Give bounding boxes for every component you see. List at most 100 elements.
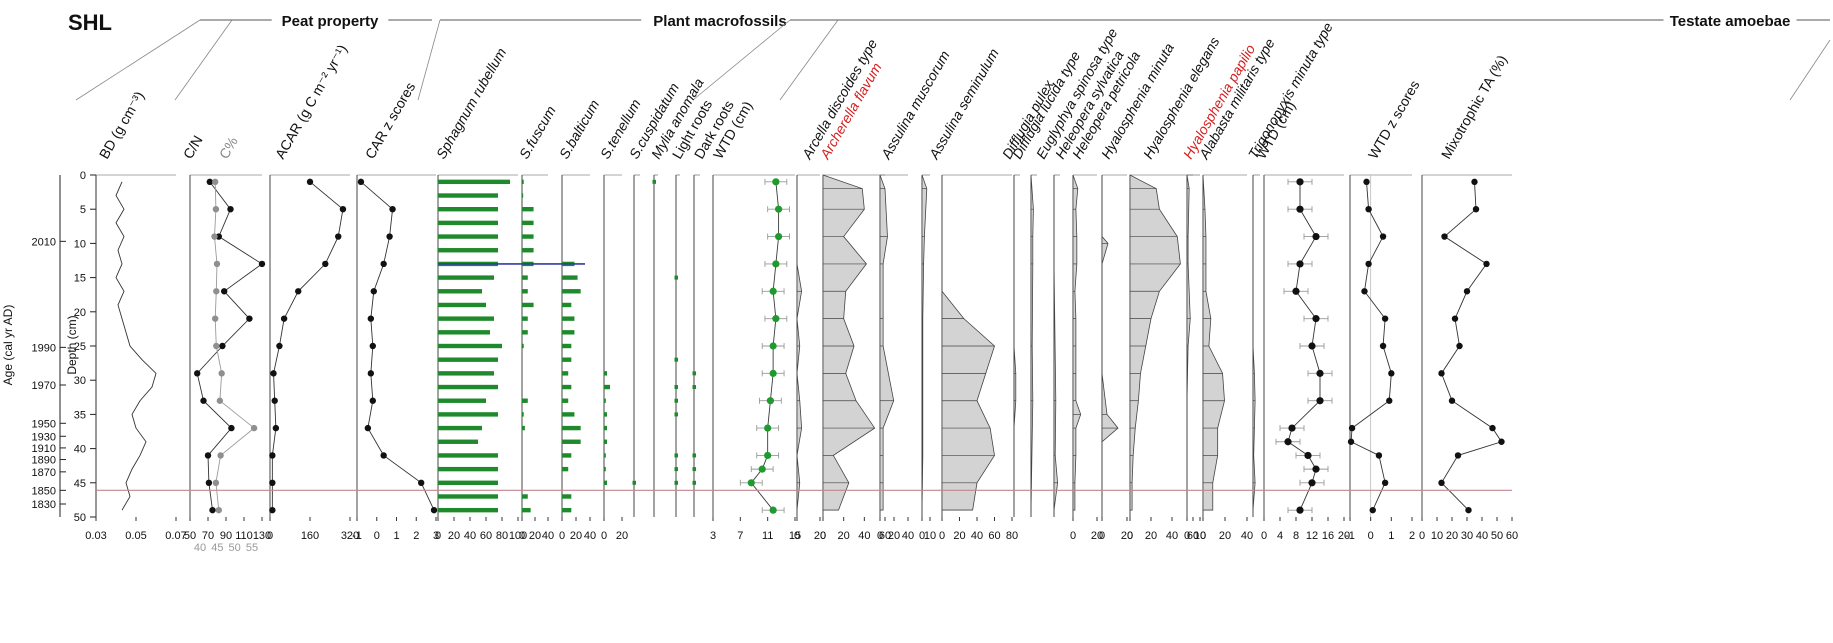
presence-mark — [674, 453, 678, 458]
header-guide-line — [174, 19, 233, 101]
panel-tick-label: 40 — [1166, 530, 1178, 542]
data-point-cpct — [218, 370, 225, 377]
area-fill — [1030, 174, 1034, 511]
panel-tick-label: 0 — [374, 530, 380, 542]
data-point — [1379, 233, 1387, 240]
data-point — [775, 232, 783, 241]
data-point — [772, 315, 780, 323]
data-point — [1454, 452, 1462, 459]
bar — [522, 316, 528, 321]
bar — [438, 507, 498, 513]
panel-tick-label: -1 — [1345, 530, 1355, 542]
data-point — [1312, 315, 1320, 323]
data-point — [295, 288, 302, 295]
data-point-cn — [194, 370, 201, 377]
bar — [562, 357, 572, 362]
bar — [522, 302, 534, 308]
data-point — [1296, 178, 1304, 186]
data-point — [1312, 465, 1320, 473]
data-point — [1365, 206, 1372, 213]
bar — [438, 207, 498, 212]
bar — [562, 330, 575, 335]
bar — [522, 179, 524, 185]
panel-tick-label-secondary: 40 — [194, 542, 206, 554]
group-bracket-diagonal — [417, 19, 441, 101]
data-point — [1347, 438, 1355, 445]
panel-label: BD (g cm⁻³) — [96, 88, 147, 161]
panel-tick-label: 80 — [496, 530, 508, 542]
data-point-cn — [206, 178, 213, 186]
panel-label: ACAR (g C m⁻² yr⁻¹) — [272, 42, 350, 162]
panel-tick-label: 0.03 — [85, 530, 106, 542]
bar — [604, 480, 607, 485]
depth-tick-label: 35 — [74, 409, 86, 421]
presence-mark — [692, 467, 696, 472]
data-point-cn — [209, 506, 216, 514]
age-axis-title: Age (cal yr AD) — [1, 305, 15, 386]
data-point — [772, 260, 780, 268]
panel-cn: C/N C% 50 70 90 110 130 40 45 50 55 — [180, 133, 271, 554]
area-fill — [941, 175, 995, 511]
area-fill — [822, 174, 876, 511]
panel-tick-label: 20 — [838, 530, 850, 542]
bar — [604, 466, 606, 472]
series-line — [1440, 181, 1503, 511]
presence-mark — [692, 385, 696, 390]
panel-label: Sphagnum rubellum — [433, 45, 510, 162]
panel-tick-label: 20 — [1219, 530, 1231, 542]
bar — [522, 275, 528, 280]
panel-tick-label: 20 — [814, 530, 826, 542]
depth-tick-label: 15 — [74, 273, 86, 285]
header-guide-line — [779, 19, 839, 101]
age-tick-label: 1930 — [32, 431, 56, 443]
bar — [438, 371, 494, 376]
age-tick-label: 2010 — [32, 236, 56, 248]
panel-wtdz: WTD z scores -1 0 1 2 — [1345, 77, 1422, 542]
panel-tick-label: 3 — [710, 530, 716, 542]
data-point-cpct — [217, 452, 224, 459]
data-point-cpct — [213, 288, 220, 295]
bar — [604, 412, 607, 417]
data-point — [1438, 370, 1445, 377]
panel-label: Mixotrophic TA (%) — [1438, 52, 1510, 161]
presence-mark — [692, 453, 696, 458]
data-point — [1483, 260, 1490, 268]
bar — [438, 302, 486, 308]
data-point-cpct — [212, 315, 219, 322]
depth-tick-label: 5 — [80, 204, 86, 216]
panel-tick-label: 0 — [820, 530, 826, 542]
panel-tick-label: 70 — [202, 530, 214, 542]
age-tick-label: 1830 — [32, 499, 56, 511]
area-fill — [1072, 174, 1082, 511]
panel-tick-label: 60 — [480, 530, 492, 542]
bar — [562, 343, 572, 349]
reference-lines — [96, 263, 1512, 491]
data-point-cn — [200, 397, 207, 404]
panel-tick-label: 20 — [448, 530, 460, 542]
data-point — [1498, 438, 1505, 445]
panel-tick-label: 0 — [1070, 530, 1076, 542]
presence-mark — [674, 467, 678, 472]
bar — [438, 193, 498, 198]
panel-tick-label: 20 — [1338, 530, 1350, 542]
data-point — [1361, 288, 1368, 295]
group-label-bg — [271, 12, 389, 30]
bar — [438, 425, 482, 431]
series-line-cn — [196, 181, 263, 511]
age-tick-label: 1990 — [32, 342, 56, 354]
data-point — [1441, 233, 1448, 240]
panel-tick-label: 0 — [1368, 530, 1374, 542]
data-point — [1438, 479, 1445, 486]
data-point — [1471, 178, 1478, 186]
panel-tick-label: 10 — [924, 530, 936, 542]
presence-mark — [674, 357, 678, 362]
bar — [522, 507, 531, 513]
data-point — [1316, 369, 1324, 377]
data-point — [764, 424, 772, 432]
data-point — [272, 424, 280, 432]
panel-tick-label: 0 — [1261, 530, 1267, 542]
panel-tick-label: 90 — [220, 530, 232, 542]
panel-tick-label: 0 — [435, 530, 441, 542]
age-tick-label: 1870 — [32, 467, 56, 479]
